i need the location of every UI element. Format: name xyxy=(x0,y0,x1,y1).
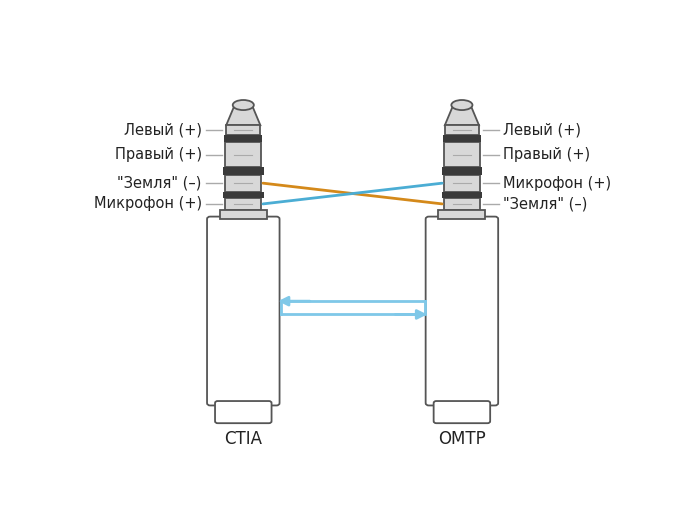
FancyBboxPatch shape xyxy=(426,217,498,405)
Polygon shape xyxy=(226,105,260,125)
Bar xyxy=(438,210,485,219)
Text: Микрофон (+): Микрофон (+) xyxy=(94,197,202,211)
Polygon shape xyxy=(445,105,479,125)
Text: "Земля" (–): "Земля" (–) xyxy=(504,197,588,211)
FancyArrowPatch shape xyxy=(396,311,424,319)
Bar xyxy=(442,191,482,198)
Bar xyxy=(225,142,261,167)
Text: Левый (+): Левый (+) xyxy=(504,123,581,138)
Text: CTIA: CTIA xyxy=(224,430,262,448)
Bar xyxy=(444,175,480,191)
Text: Правый (+): Правый (+) xyxy=(504,147,590,163)
Bar xyxy=(224,135,263,142)
Ellipse shape xyxy=(233,100,254,110)
Text: Микрофон (+): Микрофон (+) xyxy=(504,176,612,191)
Bar xyxy=(445,125,479,135)
FancyBboxPatch shape xyxy=(207,217,279,405)
Bar xyxy=(225,198,261,210)
Bar xyxy=(442,135,481,142)
Bar xyxy=(444,198,480,210)
Bar xyxy=(225,175,261,191)
Bar xyxy=(226,125,260,135)
Ellipse shape xyxy=(451,100,473,110)
Text: Правый (+): Правый (+) xyxy=(115,147,202,163)
Bar xyxy=(442,167,482,175)
Bar xyxy=(223,167,264,175)
FancyBboxPatch shape xyxy=(215,401,272,423)
FancyArrowPatch shape xyxy=(281,297,310,305)
Text: "Земля" (–): "Земля" (–) xyxy=(118,176,202,191)
Bar xyxy=(444,142,480,167)
Bar xyxy=(220,210,267,219)
FancyBboxPatch shape xyxy=(433,401,490,423)
Text: Левый (+): Левый (+) xyxy=(124,123,202,138)
Text: OMTP: OMTP xyxy=(438,430,486,448)
Bar xyxy=(223,191,264,198)
